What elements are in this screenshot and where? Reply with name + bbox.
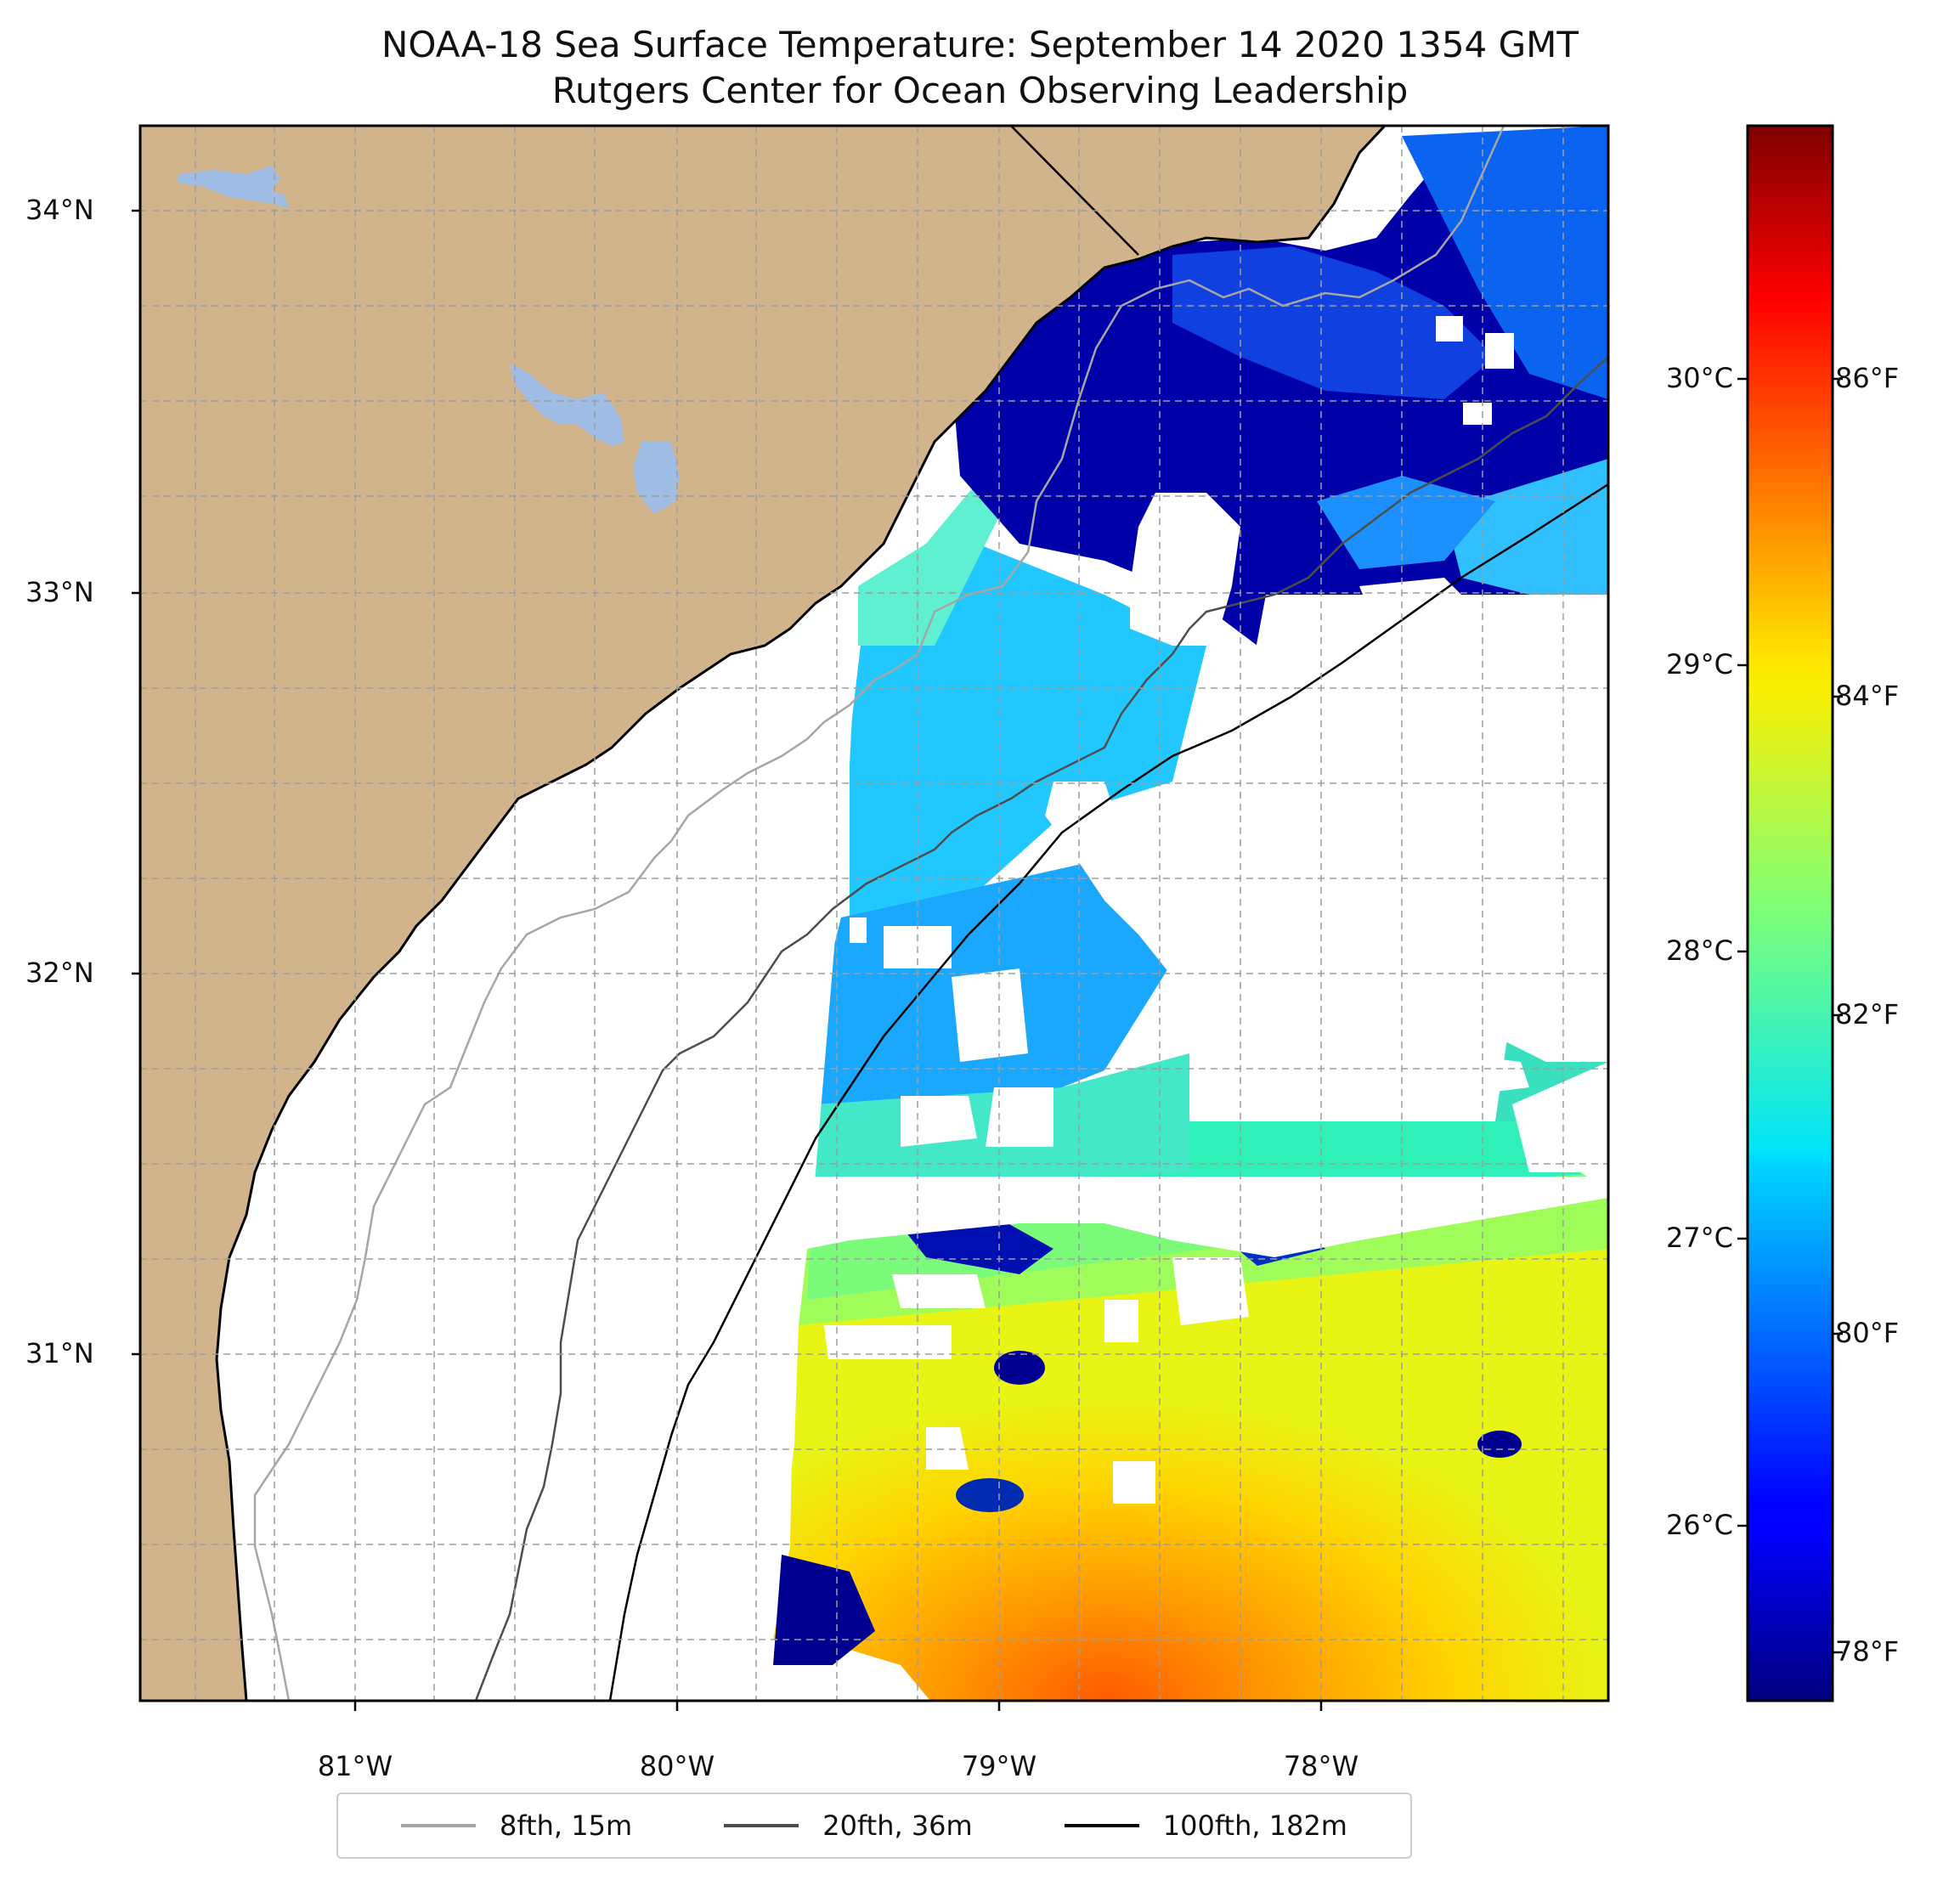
lat-tick-31n: 31°N (25, 1337, 94, 1369)
legend-line-swatch (724, 1824, 799, 1827)
lat-tick-33n: 33°N (25, 576, 94, 608)
colorbar-fahrenheit-tick: 86°F (1835, 362, 1900, 394)
legend-label: 100fth, 182m (1162, 1809, 1347, 1842)
colorbar-fahrenheit-tick: 82°F (1835, 998, 1900, 1030)
colorbar-celsius-tick: 28°C (1665, 934, 1733, 967)
lon-tick-81w: 81°W (317, 1750, 393, 1782)
lon-tick-78w: 78°W (1283, 1750, 1359, 1782)
land-mass (140, 126, 1387, 1701)
grid-lines (140, 126, 1608, 1701)
plot-area (140, 126, 1608, 1701)
legend-label: 8fth, 15m (500, 1809, 633, 1842)
legend-item-20fth: 20fth, 36m (724, 1809, 973, 1842)
legend-label: 20fth, 36m (822, 1809, 973, 1842)
colorbar-celsius-tick: 29°C (1665, 648, 1733, 680)
legend-line-swatch (401, 1824, 477, 1827)
contour-legend: 8fth, 15m 20fth, 36m 100fth, 182m (336, 1792, 1412, 1859)
contour-8fth (253, 126, 1505, 1701)
lon-tick-80w: 80°W (639, 1750, 715, 1782)
contour-100fth (608, 483, 1608, 1701)
colorbar-fahrenheit-tick: 80°F (1835, 1317, 1900, 1349)
plot-frame (138, 124, 1610, 1702)
legend-item-8fth: 8fth, 15m (401, 1809, 632, 1842)
colorbar-celsius-tick: 26°C (1665, 1509, 1733, 1541)
map-subtitle: Rutgers Center for Ocean Observing Leade… (551, 70, 1409, 111)
axis-ticks (132, 209, 1323, 1711)
colorbar-celsius-tick: 27°C (1665, 1222, 1733, 1254)
legend-item-100fth: 100fth, 182m (1064, 1809, 1347, 1842)
colorbar (1737, 124, 1843, 1702)
colorbar-celsius-tick: 30°C (1665, 362, 1733, 394)
lat-tick-34n: 34°N (25, 194, 94, 226)
lat-tick-32n: 32°N (25, 957, 94, 989)
colorbar-fahrenheit-tick: 78°F (1835, 1635, 1900, 1668)
legend-line-swatch (1064, 1824, 1139, 1827)
depth-contours (253, 126, 1608, 1701)
lon-tick-79w: 79°W (961, 1750, 1037, 1782)
state-border (1010, 126, 1139, 256)
contour-20fth (474, 356, 1608, 1701)
colorbar-fahrenheit-tick: 84°F (1835, 680, 1900, 712)
map-title: NOAA-18 Sea Surface Temperature: Septemb… (381, 24, 1579, 65)
